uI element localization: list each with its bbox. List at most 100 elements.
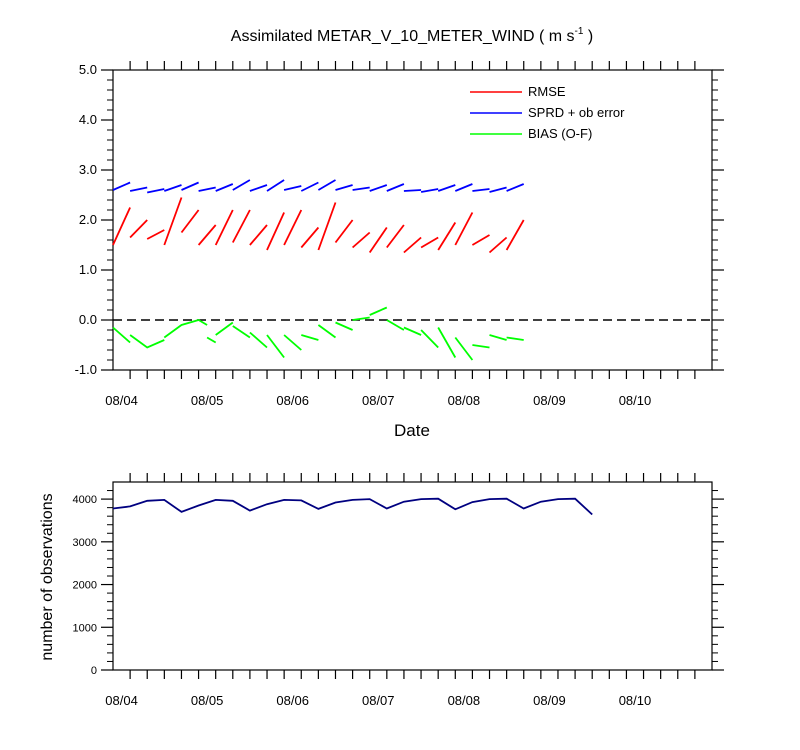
plot-frame xyxy=(112,481,713,671)
series-line-segment xyxy=(180,209,200,234)
legend-entry: BIAS (O-F) xyxy=(528,126,592,141)
series-line-segment xyxy=(334,219,354,244)
series-line-segment xyxy=(472,344,490,349)
series-line-segment xyxy=(215,321,234,336)
series-line-segment xyxy=(454,183,473,192)
title-end: ) xyxy=(583,28,593,45)
x-tick-label: 08/04 xyxy=(105,393,138,408)
y-axis-label-bottom: number of observations xyxy=(39,493,56,660)
series-line-segment xyxy=(335,321,353,331)
y-tick-label: 4000 xyxy=(73,494,97,506)
series-line-segment xyxy=(454,336,474,361)
series-line-segment xyxy=(505,219,525,251)
series-line-segment xyxy=(163,319,208,339)
series-sprd-ob-error xyxy=(112,179,525,194)
x-tick-label: 08/07 xyxy=(362,693,395,708)
series-line-segment xyxy=(420,329,439,349)
series-line-segment xyxy=(147,188,165,194)
series-line-segment xyxy=(112,207,131,246)
series-line-segment xyxy=(488,236,508,254)
series-line-segment xyxy=(129,219,148,239)
top-plot-panel: -1.0 0.0 1.0 2.0 3.0 4.0 5.0 08/04 08/05 08/06 08/… xyxy=(75,61,724,408)
series-line-segment xyxy=(506,183,525,192)
series-line-segment xyxy=(163,197,183,246)
series-line-segment xyxy=(283,209,303,246)
series-line-segment xyxy=(454,212,474,246)
title-main: Assimilated METAR_V_10_METER_WIND ( m s xyxy=(231,28,575,45)
series-line-segment xyxy=(112,326,131,344)
series-line-segment xyxy=(214,209,234,246)
x-tick-label: 08/08 xyxy=(448,693,481,708)
series-line-segment xyxy=(386,183,405,192)
series-line-segment xyxy=(198,186,216,192)
series-line-segment xyxy=(181,181,199,191)
series-line-segment xyxy=(386,319,405,331)
series-line-segment xyxy=(369,306,388,316)
series-line-segment xyxy=(352,316,370,321)
y-tick-label: 3000 xyxy=(73,537,97,549)
series-line-segment xyxy=(352,186,370,191)
x-tick-label: 08/08 xyxy=(448,393,481,408)
series-line-segment xyxy=(506,336,524,341)
series-line-segment xyxy=(403,326,422,336)
y-tick-label: 3.0 xyxy=(79,162,97,177)
series-line-segment xyxy=(335,184,353,191)
series-line-segment xyxy=(197,224,217,246)
chart-title: Assimilated METAR_V_10_METER_WIND ( m s-… xyxy=(231,26,593,45)
series-line-segment xyxy=(232,209,251,243)
series-line-segment xyxy=(471,234,490,246)
series-observations xyxy=(112,497,593,516)
bottom-plot-panel: 0 1000 2000 3000 4000 08/04 08/05 08/06 08/07 08/… xyxy=(73,473,724,708)
y-tick-label: 0 xyxy=(91,665,97,677)
y-tick-label: 1.0 xyxy=(79,262,97,277)
legend-entry: SPRD + ob error xyxy=(528,105,625,120)
series-line-segment xyxy=(283,334,302,351)
series-line-segment xyxy=(369,184,388,192)
series-line-segment xyxy=(249,331,268,349)
series-line-segment xyxy=(317,324,337,339)
series-line-segment xyxy=(403,236,422,254)
series-line-segment xyxy=(129,334,165,349)
series-line-segment xyxy=(317,202,337,251)
series-bias-o-f xyxy=(112,306,524,361)
series-line-segment xyxy=(146,229,165,240)
series-line-segment xyxy=(266,212,285,251)
series-line-segment xyxy=(300,181,319,192)
y-tick-label: -1.0 xyxy=(75,362,97,377)
legend: RMSE SPRD + ob error BIAS (O-F) xyxy=(470,84,625,141)
x-tick-label: 08/09 xyxy=(533,693,566,708)
series-line-segment xyxy=(352,231,371,249)
y-tick-label: 4.0 xyxy=(79,112,97,127)
series-line-segment xyxy=(386,224,405,249)
y-tick-label: 0.0 xyxy=(79,312,97,327)
y-tick-label: 2000 xyxy=(73,580,97,592)
x-tick-label: 08/10 xyxy=(619,693,652,708)
series-line-segment xyxy=(112,497,593,516)
title-superscript: -1 xyxy=(575,26,584,37)
series-line-segment xyxy=(266,334,285,359)
x-tick-label: 08/04 xyxy=(105,693,138,708)
series-line-segment xyxy=(472,188,490,192)
series-line-segment xyxy=(317,179,336,191)
series-line-segment xyxy=(249,184,268,192)
x-tick-label: 08/05 xyxy=(191,393,224,408)
x-tick-label: 08/09 xyxy=(533,393,566,408)
y-tick-label: 5.0 xyxy=(79,62,97,77)
series-line-segment xyxy=(437,222,457,251)
series-line-segment xyxy=(437,184,456,192)
series-line-segment xyxy=(301,334,319,341)
series-line-segment xyxy=(489,186,507,193)
series-line-segment xyxy=(403,189,422,192)
legend-entry: RMSE xyxy=(528,84,566,99)
series-line-segment xyxy=(249,224,268,246)
y-tick-label: 2.0 xyxy=(79,212,97,227)
y-tick-label: 1000 xyxy=(73,622,97,634)
series-line-segment xyxy=(300,226,320,249)
series-line-segment xyxy=(164,184,182,192)
series-line-segment xyxy=(112,181,131,191)
series-line-segment xyxy=(420,188,439,193)
series-line-segment xyxy=(215,183,234,192)
series-line-segment xyxy=(368,226,388,254)
